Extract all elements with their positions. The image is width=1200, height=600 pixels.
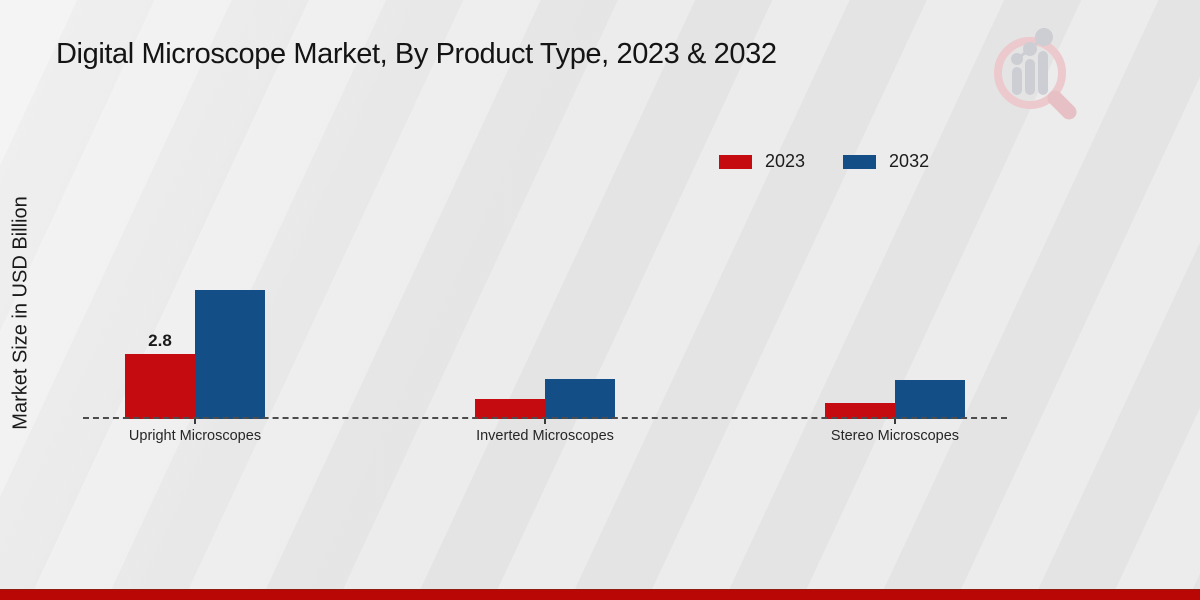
bar-2023-stereo-microscopes [825, 402, 895, 419]
footer-band [0, 589, 1200, 600]
x-axis-tick [894, 419, 896, 424]
x-axis-tick [194, 419, 196, 424]
bar-value-label: 2.8 [148, 331, 172, 350]
legend-label: 2023 [765, 151, 806, 171]
bar-2032-upright-microscopes [195, 289, 265, 419]
category-label-inverted-microscopes: Inverted Microscopes [476, 428, 614, 444]
legend-item-2032: 2032 [843, 151, 929, 172]
bar-2023-inverted-microscopes [475, 399, 545, 419]
magnifier-bar-chart-watermark-icon [990, 28, 1086, 120]
legend-item-2023: 2023 [719, 151, 805, 172]
bar-2032-stereo-microscopes [895, 380, 965, 419]
chart-title: Digital Microscope Market, By Product Ty… [56, 38, 777, 70]
legend: 2023 2032 [719, 151, 929, 172]
bar-2032-inverted-microscopes [545, 379, 615, 419]
category-label-stereo-microscopes: Stereo Microscopes [830, 428, 960, 444]
category-label-upright-microscopes: Upright Microscopes [128, 428, 262, 444]
legend-swatch-2023 [719, 154, 752, 169]
x-axis-tick [544, 419, 546, 424]
x-axis-baseline [83, 417, 1007, 419]
legend-label: 2032 [889, 151, 930, 171]
legend-swatch-2032 [843, 154, 877, 169]
bar-2023-upright-microscopes [125, 354, 195, 419]
